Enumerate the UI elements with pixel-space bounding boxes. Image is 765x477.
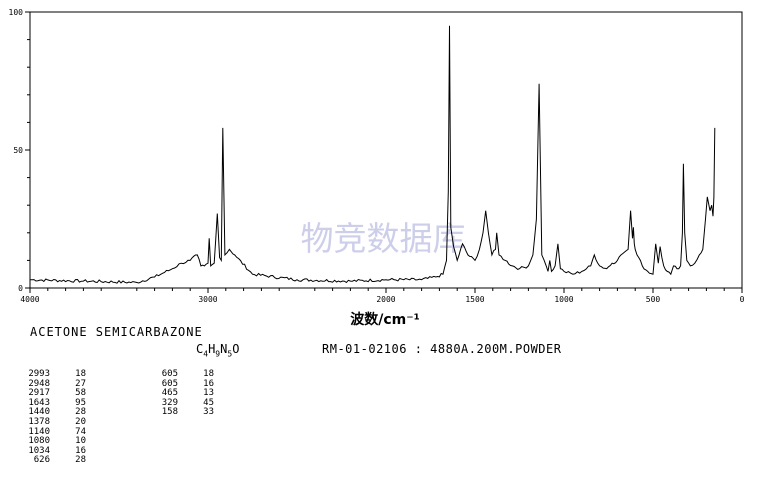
y-tick-label: 50 [13, 146, 23, 155]
y-tick-label: 100 [9, 8, 24, 17]
peak-row: 1643 95 [22, 397, 86, 409]
peak-wavenumber: 2948 [28, 378, 50, 389]
peak-row: 1440 28 [22, 408, 86, 418]
peak-intensity: 16 [75, 445, 86, 456]
x-tick-label: 4000 [20, 295, 39, 304]
peak-wavenumber: 1643 [28, 397, 50, 408]
peak-wavenumber: 605 [161, 378, 178, 389]
peak-wavenumber: 626 [33, 455, 50, 466]
peak-wavenumber: 1440 [28, 407, 50, 418]
peak-intensity: 28 [75, 455, 86, 466]
x-tick-label: 2000 [376, 295, 395, 304]
peak-intensity: 10 [75, 436, 86, 447]
x-axis-ticks: 4000 3000 2000 1500 1000 500 0 [20, 288, 745, 304]
peak-row: 1378 20 [22, 416, 86, 428]
peak-table-right: 605 18 605 16 465 13 329 45 158 33 [150, 369, 214, 418]
peak-row: 465 13 [150, 389, 214, 399]
peak-row: 158 33 [150, 408, 214, 418]
peak-wavenumber: 158 [161, 407, 178, 418]
peak-row: 605 18 [150, 369, 214, 380]
molecular-formula: C4H9N5O [196, 342, 240, 359]
x-tick-label: 1000 [554, 295, 573, 304]
x-tick-label: 500 [646, 295, 661, 304]
peak-row: 2993 18 [22, 369, 86, 380]
peak-wavenumber: 1034 [28, 445, 50, 456]
peak-intensity: 20 [75, 416, 86, 427]
peak-intensity: 13 [203, 388, 214, 399]
peak-intensity: 95 [75, 397, 86, 408]
peak-wavenumber: 465 [161, 388, 178, 399]
y-tick-label: 0 [18, 284, 23, 293]
y-axis-ticks: 0 50 100 [9, 8, 30, 293]
peak-row: 2917 58 [22, 389, 86, 399]
peak-intensity: 18 [75, 369, 86, 379]
peak-intensity: 33 [203, 407, 214, 418]
peak-intensity: 74 [75, 426, 86, 437]
peak-row: 1140 74 [22, 426, 86, 438]
spectrum-line-series [29, 25, 716, 284]
peak-row: 1080 10 [22, 437, 86, 447]
peak-intensity: 45 [203, 397, 214, 408]
peak-intensity: 18 [203, 369, 214, 379]
x-tick-label: 0 [740, 295, 745, 304]
peak-wavenumber: 329 [161, 397, 178, 408]
peak-wavenumber: 605 [161, 369, 178, 379]
x-tick-label: 3000 [198, 295, 217, 304]
compound-name: ACETONE SEMICARBAZONE [30, 325, 203, 339]
peak-intensity: 27 [75, 378, 86, 389]
peak-intensity: 58 [75, 388, 86, 399]
x-axis-label: 波数/cm⁻¹ [350, 311, 420, 328]
peak-wavenumber: 1378 [28, 416, 50, 427]
peak-row: 605 16 [150, 378, 214, 390]
peak-wavenumber: 1080 [28, 436, 50, 447]
raman-spectrum-chart: 0 50 100 4000 3000 2000 1500 1000 500 0 物竞数据库 波数… [9, 8, 745, 328]
peak-table-left: 2993 18 2948 27 2917 58 1643 95 1440 28 1378 20 1140… [22, 369, 86, 466]
peak-row: 2948 27 [22, 378, 86, 390]
peak-wavenumber: 1140 [28, 426, 50, 437]
x-tick-label: 1500 [465, 295, 484, 304]
peak-intensity: 28 [75, 407, 86, 418]
peak-wavenumber: 2917 [28, 388, 50, 399]
peak-row: 626 28 [22, 456, 86, 466]
peak-row: 329 45 [150, 397, 214, 409]
peak-wavenumber: 2993 [28, 369, 50, 379]
peak-intensity: 16 [203, 378, 214, 389]
peak-row: 1034 16 [22, 445, 86, 457]
spectrum-code: RM-01-02106 : 4880A.200M.POWDER [322, 342, 562, 356]
watermark: 物竞数据库 [301, 219, 466, 258]
